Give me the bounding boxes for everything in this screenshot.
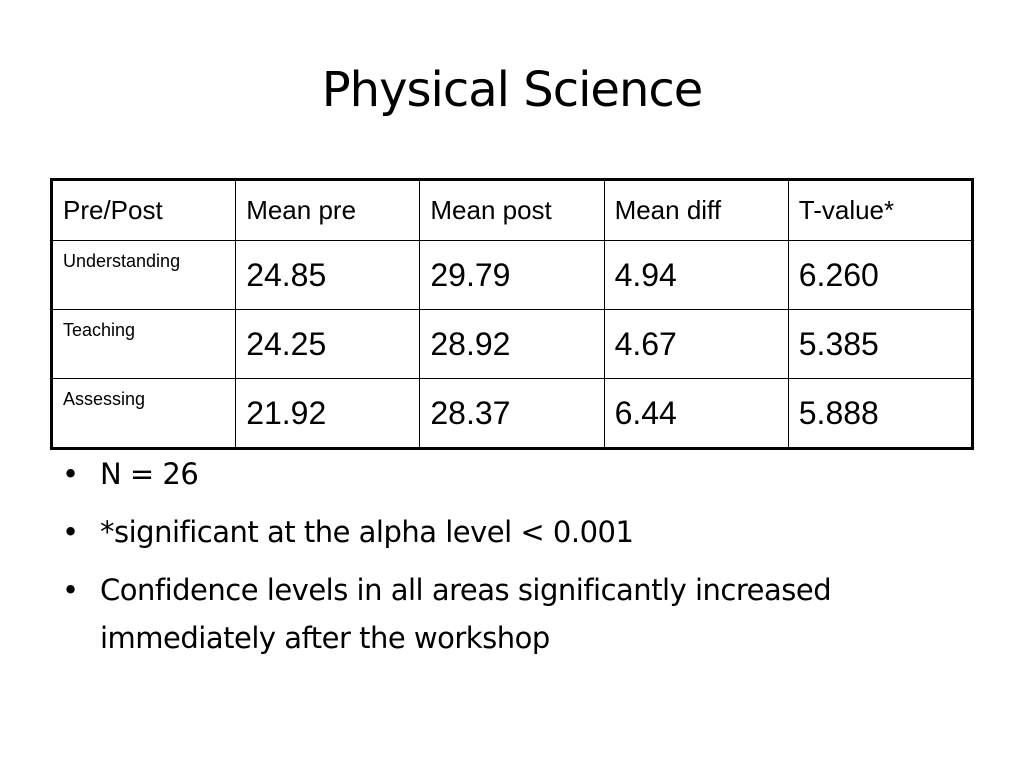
header-row: Pre/Post Mean pre Mean post Mean diff T-valu… [50, 179, 974, 241]
header-cell: Mean post [419, 179, 605, 241]
bullet: N = 26 [62, 450, 962, 498]
value-cell: 21.92 [235, 378, 421, 449]
value-cell: 24.25 [235, 309, 421, 379]
header-cell: Mean pre [235, 179, 421, 241]
table-row: Teaching 24.25 28.92 4.67 5.385 [50, 309, 974, 379]
slide-title: Physical Science [321, 62, 704, 118]
table-row: Assessing 21.92 28.37 6.44 5.888 [50, 378, 974, 449]
value-cell: 29.79 [419, 240, 605, 310]
value-cell: 24.85 [235, 240, 421, 310]
table-row: Understanding 24.85 29.79 4.94 6.260 [50, 240, 974, 310]
value-cell: 4.94 [603, 240, 789, 310]
value-cell: 6.44 [603, 378, 789, 449]
value-cell: 28.92 [419, 309, 605, 379]
data-table: Pre/Post Mean pre Mean post Mean diff T-valu… [50, 178, 974, 450]
row-label: Teaching [50, 309, 237, 379]
row-label: Understanding [50, 240, 237, 310]
bullet: *significant at the alpha level < 0.001 [62, 508, 962, 556]
value-cell: 5.385 [787, 309, 974, 379]
value-cell: 6.260 [787, 240, 974, 310]
header-cell: Mean diff [603, 179, 789, 241]
value-cell: 4.67 [603, 309, 789, 379]
bullet-list: N = 26 *significant at the alpha level < … [62, 450, 962, 672]
table-body: Pre/Post Mean pre Mean post Mean diff T-valu… [50, 179, 974, 449]
header-cell: Pre/Post [50, 179, 237, 241]
value-cell: 5.888 [787, 378, 974, 449]
header-cell: T-value* [787, 179, 974, 241]
value-cell: 28.37 [419, 378, 605, 449]
bullet: Confidence levels in all areas significa… [62, 566, 962, 662]
row-label: Assessing [50, 378, 237, 449]
